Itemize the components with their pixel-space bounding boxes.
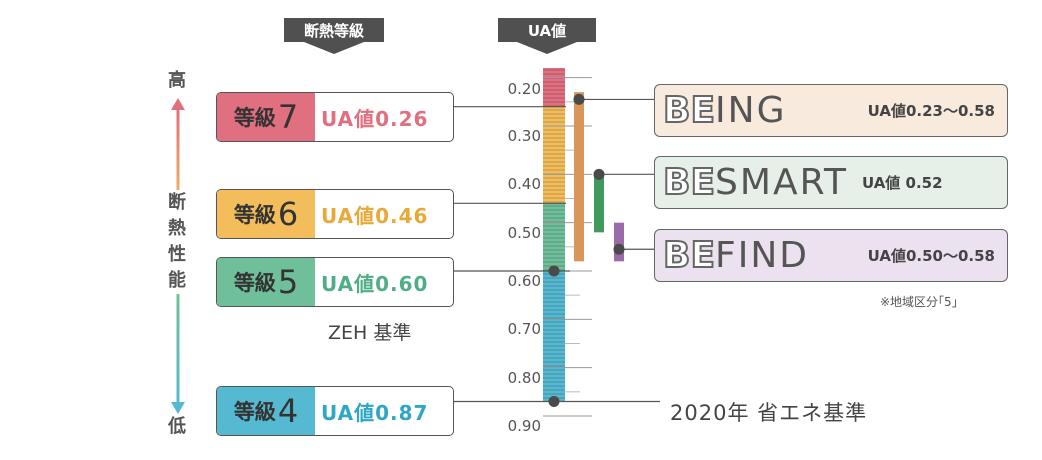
product-besmart-value: UA値 0.52 — [861, 174, 943, 192]
product-besmart-name: BESMART — [662, 161, 848, 204]
product-befind-rest: FIND — [715, 235, 810, 276]
product-dot-0 — [573, 93, 585, 105]
grade-6-box: 等級 6 UA値0.46 — [216, 189, 454, 239]
product-befind-box: BEFIND UA値0.50～0.58 — [654, 229, 1008, 282]
tick-label-060: 0.60 — [507, 272, 541, 290]
product-range-bars — [574, 92, 624, 262]
grade-7-word: 等級 — [233, 106, 276, 130]
product-being-name: BEING — [662, 89, 787, 132]
axis-label-performance: 断熱性能 — [166, 190, 188, 294]
range-bar-0 — [574, 92, 584, 262]
scale-band-2 — [543, 203, 565, 271]
grade-4-number: 4 — [277, 392, 299, 430]
grade-5-box: 等級 5 UA値0.60 — [216, 257, 454, 307]
grade-7-box: 等級 7 UA値0.26 — [216, 92, 454, 142]
grade-7-value: UA値0.26 — [321, 106, 429, 131]
grade-4-word: 等級 — [233, 400, 276, 424]
ua-header-label: UA値 — [527, 21, 567, 40]
axis-label-low: 低 — [168, 416, 186, 437]
tick-label-050: 0.50 — [507, 224, 541, 242]
region-note: ※地域区分｢5｣ — [880, 295, 958, 309]
grade-dot-3 — [548, 396, 560, 407]
scale-band-3 — [543, 271, 565, 402]
tick-label-040: 0.40 — [507, 175, 541, 193]
product-befind-name: BEFIND — [662, 234, 810, 277]
grade-6-word: 等級 — [233, 203, 276, 227]
ua-header: UA値 — [498, 18, 596, 42]
grade-header-label: 断熱等級 — [303, 21, 364, 40]
product-being-box: BEING UA値0.23～0.58 — [654, 84, 1008, 137]
grade-4-label: 等級 4 — [217, 387, 315, 435]
energy-standard-2020-label: 2020年 省エネ基準 — [670, 401, 868, 425]
product-befind-be: BE — [662, 234, 716, 277]
product-befind-value: UA値0.50～0.58 — [867, 247, 995, 265]
product-besmart-rest: SMART — [715, 162, 848, 203]
range-bar-2 — [614, 222, 624, 262]
grade-5-value: UA値0.60 — [321, 271, 429, 296]
range-bar-1 — [594, 174, 604, 233]
ua-scale-bands — [543, 68, 565, 402]
grade-4-value: UA値0.87 — [321, 400, 429, 425]
axis-label-performance-text: 断熱性能 — [168, 192, 186, 291]
product-being-rest: ING — [715, 90, 787, 131]
grade-6-value: UA値0.46 — [321, 203, 429, 228]
connector-lines — [454, 93, 660, 407]
axis-label-high: 高 — [168, 70, 186, 91]
zeh-standard-label: ZEH 基準 — [328, 322, 412, 344]
product-being-be: BE — [662, 89, 716, 132]
scale-band-1 — [543, 106, 565, 204]
grade-5-number: 5 — [277, 263, 299, 301]
grade-7-number: 7 — [277, 98, 299, 136]
product-besmart-box: BESMART UA値 0.52 — [654, 156, 1008, 209]
grade-6-label: 等級 6 — [217, 190, 315, 238]
tick-label-030: 0.30 — [507, 127, 541, 145]
tick-label-020: 0.20 — [507, 80, 541, 98]
product-being-value: UA値0.23～0.58 — [867, 102, 995, 120]
product-besmart-be: BE — [662, 161, 716, 204]
grade-5-word: 等級 — [233, 271, 276, 295]
grade-7-label: 等級 7 — [217, 93, 315, 141]
grade-header: 断熱等級 — [284, 18, 384, 42]
tick-label-090: 0.90 — [507, 417, 541, 435]
grade-dot-2 — [548, 265, 560, 277]
product-dot-2 — [613, 243, 625, 255]
product-dot-1 — [593, 168, 605, 180]
grade-6-number: 6 — [277, 195, 299, 233]
grade-4-box: 等級 4 UA値0.87 — [216, 386, 454, 436]
grade-5-label: 等級 5 — [217, 258, 315, 306]
tick-label-080: 0.80 — [507, 369, 541, 387]
tick-label-070: 0.70 — [507, 320, 541, 338]
